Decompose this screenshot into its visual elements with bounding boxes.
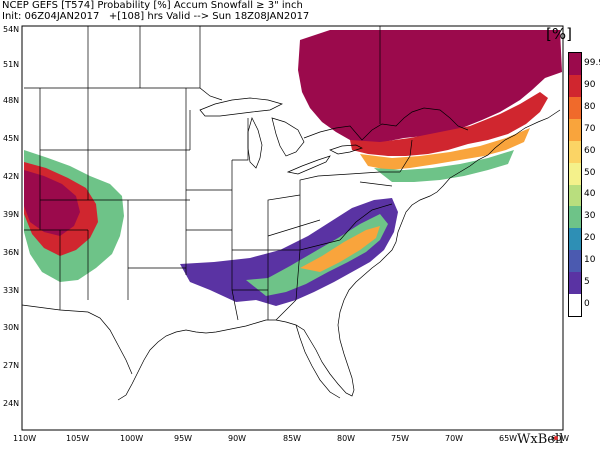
- atlantic-coastline: [117, 109, 561, 401]
- unit-label: [%]: [546, 25, 572, 43]
- map-subtitle: Init: 06Z04JAN2017 +[108] hrs Valid --> …: [2, 11, 310, 22]
- legend-swatch: [569, 206, 581, 229]
- legend-swatch: [569, 250, 581, 273]
- legend-label: 10: [584, 255, 596, 266]
- lat-label: 54N: [3, 25, 19, 34]
- lake-ontario: [329, 144, 363, 155]
- lat-label: 36N: [3, 248, 19, 257]
- lat-label: 42N: [3, 172, 19, 181]
- legend-swatch: [569, 53, 581, 76]
- legend-label: 80: [584, 101, 596, 112]
- legend-label: 30: [584, 211, 596, 222]
- probability-region: [24, 170, 80, 236]
- legend-swatch: [569, 294, 581, 317]
- lake-erie: [286, 155, 331, 175]
- lat-label: 45N: [3, 134, 19, 143]
- legend-swatch: [569, 162, 581, 185]
- legend-label: 50: [584, 167, 596, 178]
- lat-label: 51N: [3, 60, 19, 69]
- lon-label: 105W: [66, 434, 89, 443]
- legend-swatch: [569, 228, 581, 251]
- color-legend: [568, 52, 582, 317]
- province-lines: [87, 26, 381, 124]
- lon-label: 85W: [283, 434, 301, 443]
- lake-superior: [199, 97, 283, 117]
- brand-logo: WxBell: [517, 432, 564, 447]
- probability-region: [374, 150, 514, 182]
- legend-swatch: [569, 140, 581, 164]
- lon-label: 110W: [13, 434, 36, 443]
- lon-label: 75W: [391, 434, 409, 443]
- state-lines: [24, 88, 413, 321]
- legend-label: 20: [584, 233, 596, 244]
- us-mexico-border: [21, 304, 133, 375]
- lat-label: 30N: [3, 323, 19, 332]
- probability-region: [180, 198, 398, 306]
- probability-shading: [24, 30, 562, 306]
- geographic-lines: [21, 26, 561, 401]
- legend-swatch: [569, 74, 581, 98]
- lon-label: 70W: [445, 434, 463, 443]
- probability-region: [298, 30, 562, 144]
- us-canada-border: [24, 87, 469, 141]
- legend-swatch: [569, 118, 581, 142]
- probability-region: [350, 92, 548, 156]
- legend-swatch: [569, 184, 581, 207]
- legend-label: 60: [584, 145, 596, 156]
- legend-label: 40: [584, 189, 596, 200]
- probability-region: [300, 226, 380, 272]
- lat-label: 24N: [3, 399, 19, 408]
- lon-label: 90W: [228, 434, 246, 443]
- lat-label: 33N: [3, 286, 19, 295]
- probability-region: [246, 214, 388, 296]
- legend-label: 70: [584, 123, 596, 134]
- legend-swatch: [569, 96, 581, 120]
- legend-label: 99.9: [584, 57, 600, 68]
- axis-labels: 54N 51N 48N 45N 42N 39N 36N 33N 30N 27N 24N 110W 105…: [3, 25, 569, 443]
- lon-label: 95W: [174, 434, 192, 443]
- lake-huron: [271, 117, 305, 157]
- lat-label: 27N: [3, 361, 19, 370]
- florida-coast: [295, 324, 341, 399]
- probability-region: [360, 128, 530, 170]
- lat-label: 39N: [3, 210, 19, 219]
- legend-swatch: [569, 272, 581, 295]
- lat-label: 48N: [3, 96, 19, 105]
- lon-label: 80W: [337, 434, 355, 443]
- lon-label: 60W: [551, 434, 569, 443]
- legend-label: 0: [584, 299, 590, 310]
- legend-label: 5: [584, 277, 590, 288]
- brand-dot-icon: [554, 436, 558, 440]
- map-title: NCEP GEFS [T574] Probability [%] Accum S…: [2, 0, 303, 11]
- legend-label: 90: [584, 79, 596, 90]
- lon-label: 100W: [120, 434, 143, 443]
- lon-label: 65W: [499, 434, 517, 443]
